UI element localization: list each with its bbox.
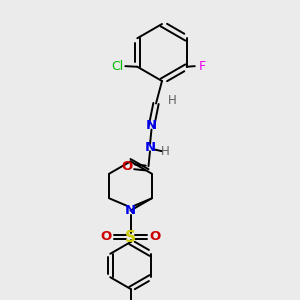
Text: Cl: Cl [111, 60, 123, 73]
Text: H: H [168, 94, 177, 107]
Text: O: O [100, 230, 112, 244]
Text: N: N [125, 204, 136, 217]
Text: F: F [199, 60, 206, 73]
Text: S: S [125, 230, 136, 244]
Text: N: N [146, 119, 157, 133]
Text: O: O [121, 160, 133, 173]
Text: O: O [149, 230, 161, 244]
Text: N: N [144, 141, 156, 154]
Text: H: H [161, 145, 170, 158]
